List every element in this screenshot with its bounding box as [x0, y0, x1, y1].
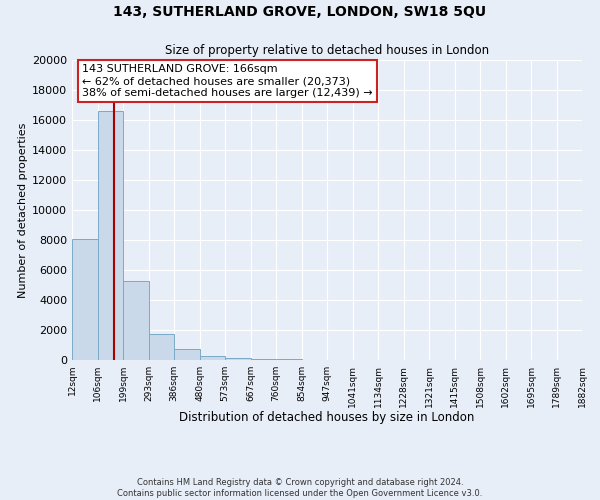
Text: 143, SUTHERLAND GROVE, LONDON, SW18 5QU: 143, SUTHERLAND GROVE, LONDON, SW18 5QU	[113, 5, 487, 19]
Text: 143 SUTHERLAND GROVE: 166sqm
← 62% of detached houses are smaller (20,373)
38% o: 143 SUTHERLAND GROVE: 166sqm ← 62% of de…	[82, 64, 373, 98]
X-axis label: Distribution of detached houses by size in London: Distribution of detached houses by size …	[179, 411, 475, 424]
Bar	[149, 334, 174, 360]
Bar	[98, 111, 123, 360]
Bar	[200, 356, 225, 360]
Title: Size of property relative to detached houses in London: Size of property relative to detached ho…	[165, 44, 489, 58]
Text: Contains HM Land Registry data © Crown copyright and database right 2024.
Contai: Contains HM Land Registry data © Crown c…	[118, 478, 482, 498]
Bar	[251, 358, 276, 360]
Bar	[276, 359, 302, 360]
Bar	[174, 349, 200, 360]
Y-axis label: Number of detached properties: Number of detached properties	[18, 122, 28, 298]
Bar	[225, 358, 251, 360]
Bar	[72, 238, 98, 360]
Bar	[123, 280, 149, 360]
